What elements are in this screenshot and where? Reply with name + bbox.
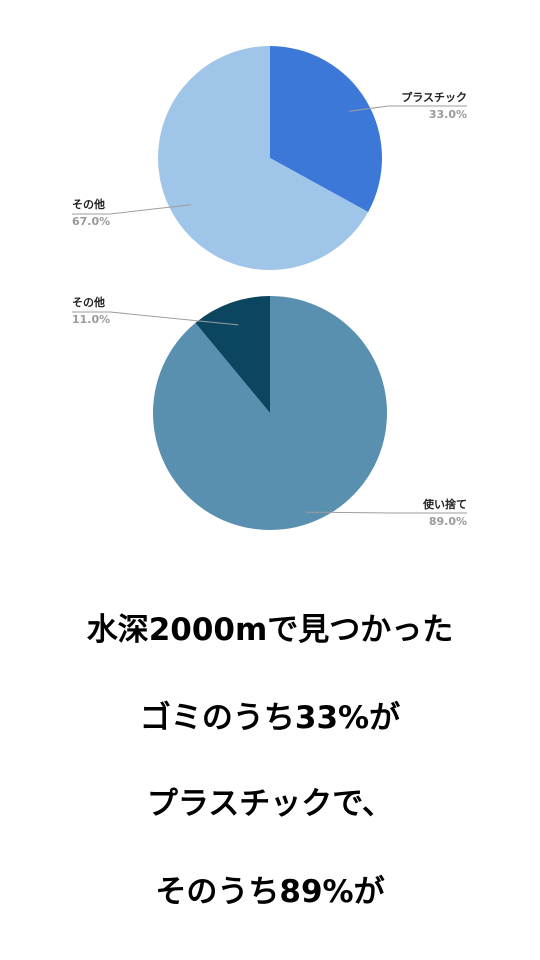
- pie-2-value-2: 11.0%: [72, 313, 110, 326]
- pie-2-leader-1: [305, 511, 467, 514]
- caption-line-3: プラスチックで、: [146, 786, 394, 822]
- pie-1-leader-2: [72, 204, 192, 215]
- pie-1-slice-1: [270, 46, 383, 212]
- caption-line-2: ゴミのうち33%が: [139, 700, 401, 736]
- pie-2-leader-2: [72, 311, 239, 326]
- pie-2-slice-2: [195, 296, 270, 413]
- caption-line-4: そのうち89%が: [155, 874, 385, 910]
- pie-2-label-2: その他: [72, 295, 105, 309]
- pie-charts: プラスチック 33.0% その他 67.0% 使い捨て 89.0% その他 11.0%: [72, 46, 467, 530]
- pie-2-label-1: 使い捨て: [422, 497, 467, 511]
- pie-1-leader-1: [348, 105, 467, 112]
- pie-1-value-1: 33.0%: [429, 108, 467, 121]
- pie-1-label-1: プラスチック: [401, 90, 467, 104]
- pie-2-value-1: 89.0%: [429, 515, 467, 528]
- pie-1-value-2: 67.0%: [72, 215, 110, 228]
- pie-1-slice-2: [158, 46, 369, 270]
- pie-1-label-2: その他: [72, 197, 105, 211]
- caption-line-1: 水深2000mで見つかった: [86, 612, 454, 648]
